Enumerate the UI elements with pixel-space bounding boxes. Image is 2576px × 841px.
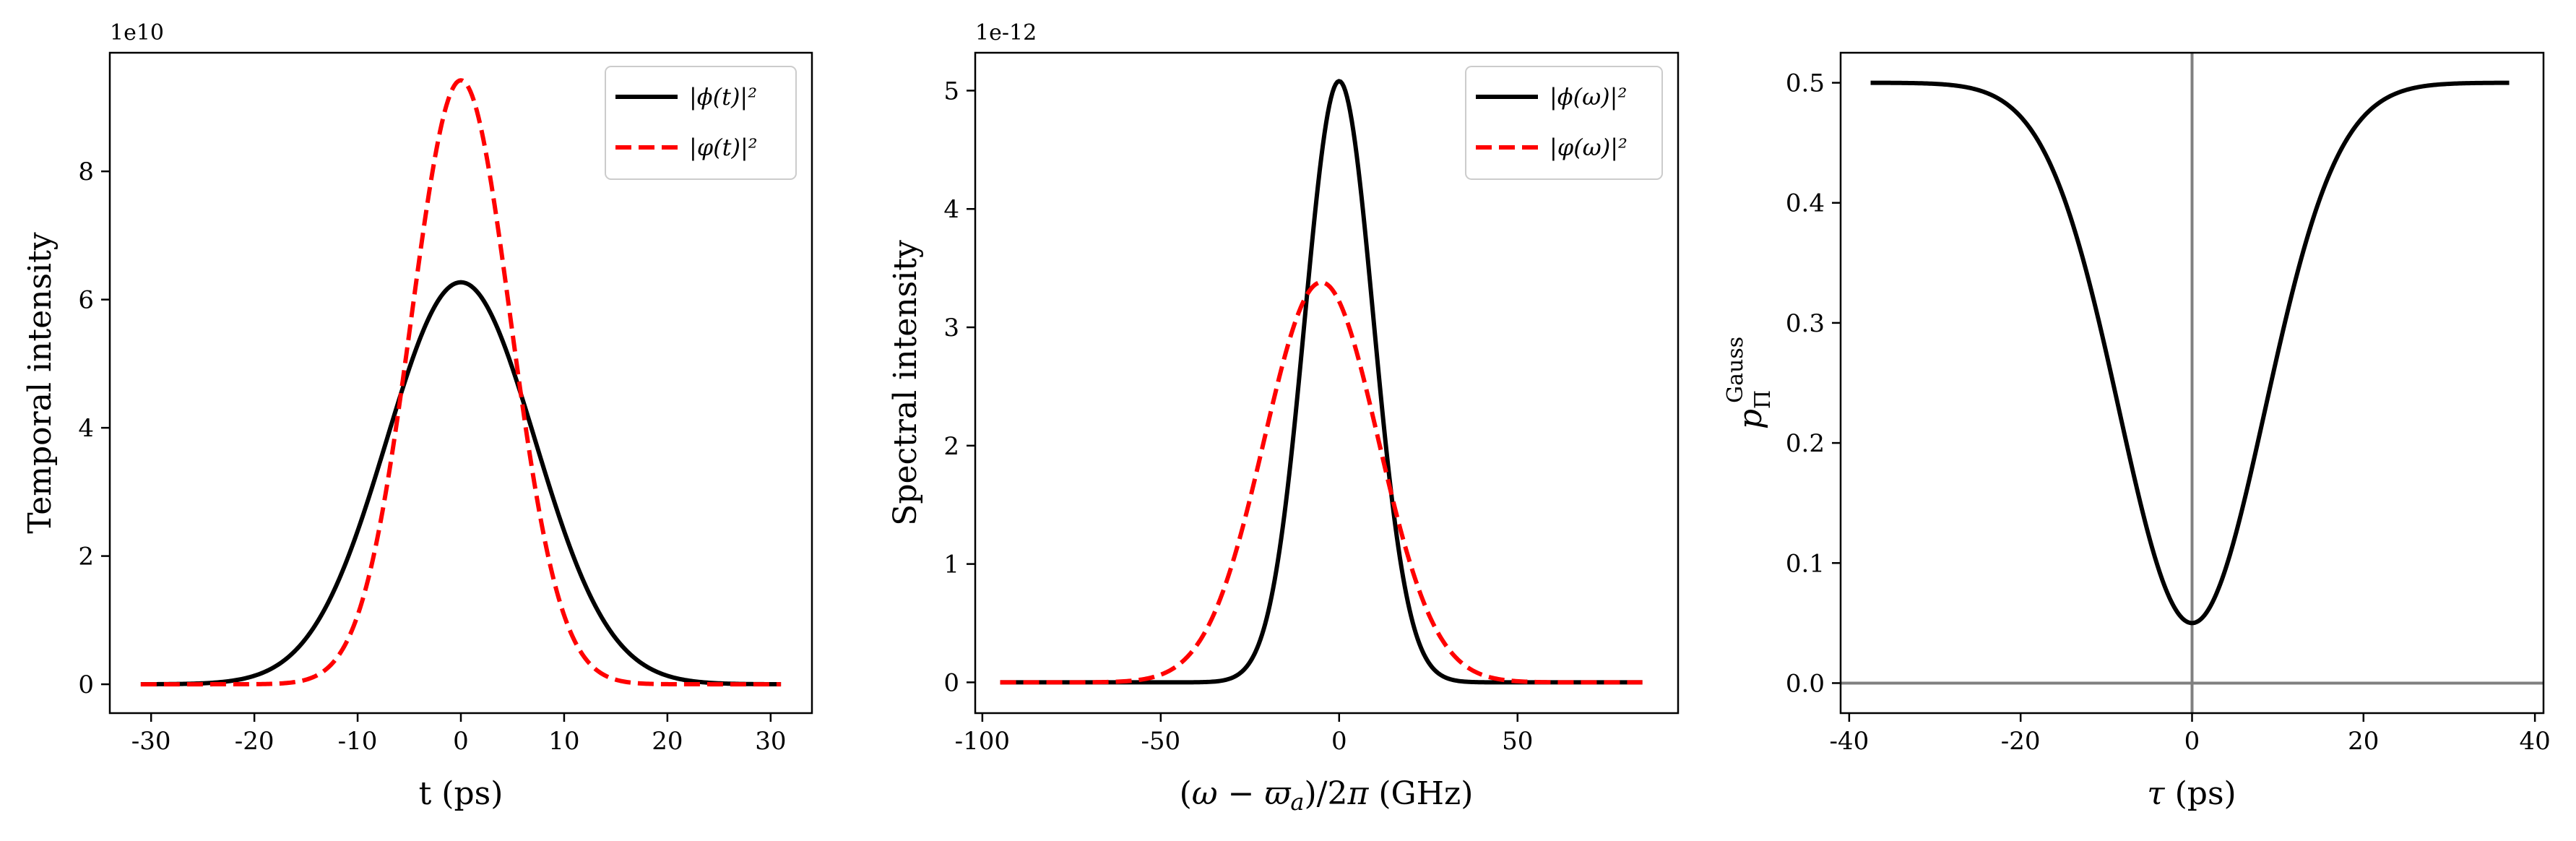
y-axis-label: Temporal intensity (22, 232, 59, 533)
y-tick-label: 0 (78, 670, 94, 699)
legend: |ϕ(ω)|² |φ(ω)|² (1465, 66, 1663, 180)
p-gauss-chart: -40 -20 0 20 40 0.0 0.1 0.2 0.3 0.4 0.5 τ (ps) pΠG… (1723, 51, 2551, 812)
legend-label-phi: |ϕ(t)|² (689, 83, 757, 111)
y-tick-label: 0.1 (1786, 549, 1825, 578)
x-tick-label: 0 (2184, 727, 2200, 756)
y-tick-label: 0.5 (1786, 69, 1825, 98)
x-tick-label: 20 (2348, 727, 2379, 756)
y-tick-label: 0 (943, 668, 959, 697)
x-tick-label: 50 (1502, 727, 1533, 756)
series-line-1 (140, 78, 782, 687)
y-tick-label: 5 (943, 77, 959, 105)
legend: |ϕ(t)|² |φ(t)|² (605, 66, 797, 180)
x-tick-label: 10 (548, 727, 579, 756)
x-tick-label: -20 (235, 727, 275, 756)
x-tick-label: -30 (131, 727, 171, 756)
x-axis-label: t (ps) (419, 775, 503, 812)
x-tick-label: -50 (1141, 727, 1180, 756)
x-axis-label: τ (ps) (2147, 775, 2236, 812)
series-line-0 (140, 280, 782, 687)
legend-label-varphi: |φ(t)|² (689, 134, 758, 161)
legend-label-phi: |ϕ(ω)|² (1550, 83, 1627, 111)
y-axis-label: pΠGauss (1723, 337, 1776, 429)
y-tick-label: 0.0 (1786, 669, 1825, 698)
series-line-1 (999, 280, 1643, 685)
y-tick-label: 1 (943, 551, 959, 579)
x-tick-label: -100 (955, 727, 1010, 756)
x-tick-label: -40 (1829, 727, 1869, 756)
temporal-intensity-chart: -30 -20 -10 0 10 20 30 0 2 4 6 8 1e10 t (ps) Tempor… (22, 20, 813, 812)
legend-label-varphi: |φ(ω)|² (1550, 134, 1628, 161)
y-tick-label: 3 (943, 314, 959, 342)
y-tick-label: 2 (78, 543, 94, 572)
series-line-0 (1870, 80, 2510, 626)
x-axis-label: (ω − ϖa)/2π (GHz) (1180, 775, 1474, 816)
y-tick-label: 4 (943, 195, 959, 224)
y-offset-text: 1e-12 (975, 20, 1037, 46)
y-tick-label: 0.4 (1786, 189, 1825, 218)
y-tick-label: 2 (943, 432, 959, 461)
y-tick-label: 6 (78, 286, 94, 315)
x-tick-label: 20 (652, 727, 683, 756)
x-tick-label: -10 (338, 727, 378, 756)
x-tick-label: 0 (1331, 727, 1347, 756)
x-tick-label: 30 (755, 727, 786, 756)
y-tick-label: 0.3 (1786, 309, 1825, 338)
y-tick-label: 8 (78, 158, 94, 186)
y-tick-label: 4 (78, 414, 94, 443)
x-tick-label: -20 (2001, 727, 2041, 756)
y-axis-label: Spectral intensity (887, 240, 924, 526)
axes-frame (974, 51, 1680, 715)
y-tick-label: 0.2 (1786, 429, 1825, 458)
x-tick-label: 0 (453, 727, 469, 756)
x-tick-label: 40 (2520, 727, 2551, 756)
y-offset-text: 1e10 (110, 20, 164, 46)
spectral-intensity-chart: -100 -50 0 50 0 1 2 3 4 5 1e-12 (ω − ϖa)/2π (GHz)… (887, 20, 1680, 816)
